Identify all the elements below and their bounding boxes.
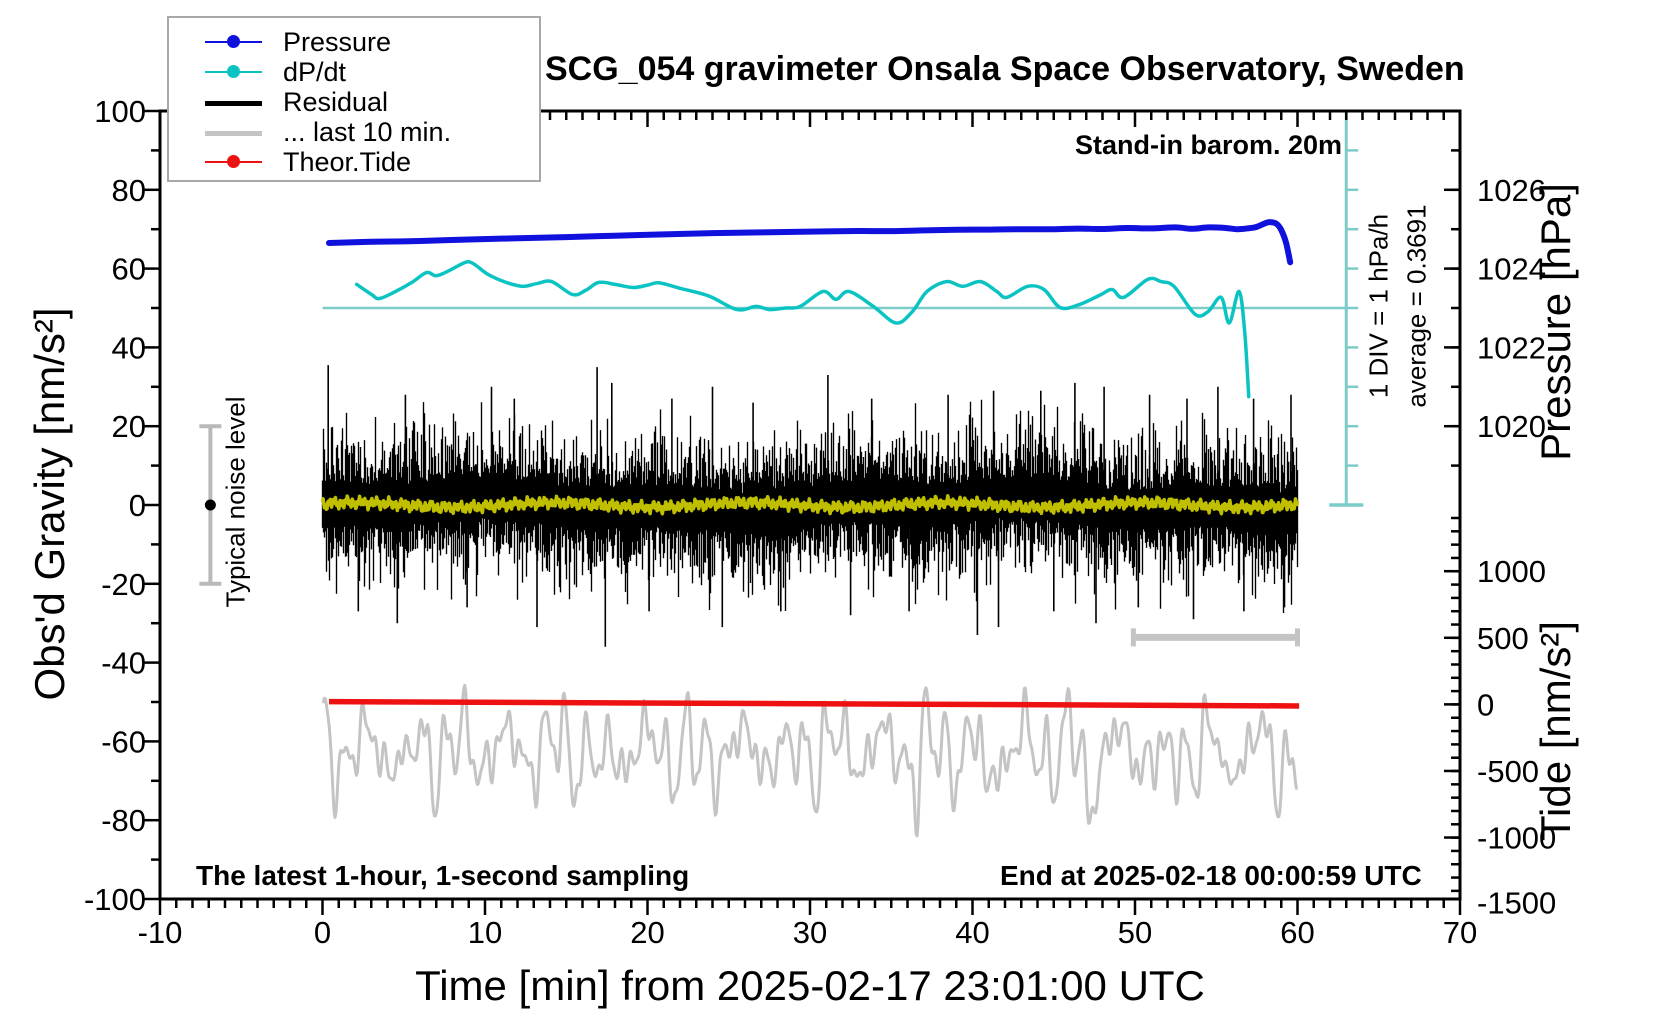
note-sampling: The latest 1-hour, 1-second sampling (196, 860, 690, 891)
legend-item-label: ... last 10 min. (283, 117, 452, 147)
tide-tick-label: 1000 (1477, 554, 1546, 589)
y-axis-label-gravity: Obs'd Gravity [nm/s²] (26, 307, 73, 701)
x-tick-label: 30 (793, 915, 827, 950)
legend-sample-line (205, 131, 262, 136)
legend-row: dP/dt (169, 58, 539, 86)
pressure-tick-label: 1024 (1477, 252, 1546, 287)
legend-row: Pressure (169, 28, 539, 56)
annotation-1div-scale: 1 DIV = 1 hPa/h (1363, 213, 1394, 399)
note-end-time: End at 2025-02-18 00:00:59 UTC (1000, 860, 1422, 891)
gravity-tick-label: 20 (112, 409, 146, 444)
legend-marker-dot (227, 35, 240, 48)
gravity-tick-label: -100 (84, 882, 146, 917)
y-axis-label-tide: Tide [nm/s²] (1532, 620, 1579, 842)
gravity-tick-label: -60 (101, 724, 146, 759)
x-tick-label: 60 (1280, 915, 1314, 950)
x-axis-label: Time [min] from 2025-02-17 23:01:00 UTC (415, 962, 1205, 1009)
legend: Pressure dP/dt Residual... last 10 min. The… (167, 16, 541, 182)
tide-tick-label: 0 (1477, 687, 1494, 722)
tide-tick-label: -1500 (1477, 886, 1556, 921)
x-tick-label: 10 (468, 915, 502, 950)
gravity-tick-label: 60 (112, 252, 146, 287)
series-dpdt (354, 260, 1251, 399)
tide-tick-label: 500 (1477, 621, 1529, 656)
annotation-average: average = 0.3691 (1401, 204, 1432, 408)
series-pressure (326, 219, 1294, 266)
legend-marker-dot (227, 65, 240, 78)
series-residual-smooth (320, 494, 1300, 516)
noise-level-dot (204, 499, 216, 511)
annotation-typical-noise-level: Typical noise level (220, 396, 251, 608)
legend-sample-line (205, 101, 262, 106)
tide-tick-label: -1000 (1477, 821, 1556, 856)
x-tick-label: 40 (955, 915, 989, 950)
gravity-tick-label: 40 (112, 330, 146, 365)
series-residual-spikes (327, 365, 1292, 647)
pressure-tick-label: 1026 (1477, 173, 1546, 208)
legend-item-label: dP/dt (283, 57, 347, 87)
pressure-tick-label: 1020 (1477, 409, 1546, 444)
gravity-tick-label: -20 (101, 567, 146, 602)
gravity-tick-label: -40 (101, 646, 146, 681)
annotation-standin-barom: Stand-in barom. 20m (1075, 130, 1343, 160)
gravity-tick-label: -80 (101, 803, 146, 838)
tide-tick-label: -500 (1477, 754, 1539, 789)
series-group (199, 111, 1364, 838)
pressure-tick-label: 1022 (1477, 330, 1546, 365)
x-tick-label: 70 (1443, 915, 1477, 950)
series-theor-tide (328, 698, 1300, 709)
x-tick-label: 50 (1118, 915, 1152, 950)
legend-row: ... last 10 min. (169, 118, 539, 146)
chart-title: SCG_054 gravimeter Onsala Space Observat… (545, 50, 1465, 88)
y-axis-label-pressure: Pressure [hPa] (1532, 183, 1579, 461)
legend-item-label: Theor.Tide (283, 147, 412, 177)
series-tide-last10 (321, 683, 1298, 838)
legend-row: Residual (169, 88, 539, 116)
x-tick-label: 0 (314, 915, 331, 950)
x-tick-label: 20 (630, 915, 664, 950)
x-tick-label: -10 (138, 915, 183, 950)
gravity-tick-label: 80 (112, 173, 146, 208)
gravity-tick-label: 100 (94, 94, 146, 129)
legend-row: Theor.Tide (169, 148, 539, 176)
legend-item-label: Residual (283, 87, 389, 117)
legend-marker-dot (227, 155, 240, 168)
legend-item-label: Pressure (283, 27, 392, 57)
gravity-tick-label: 0 (129, 488, 146, 523)
